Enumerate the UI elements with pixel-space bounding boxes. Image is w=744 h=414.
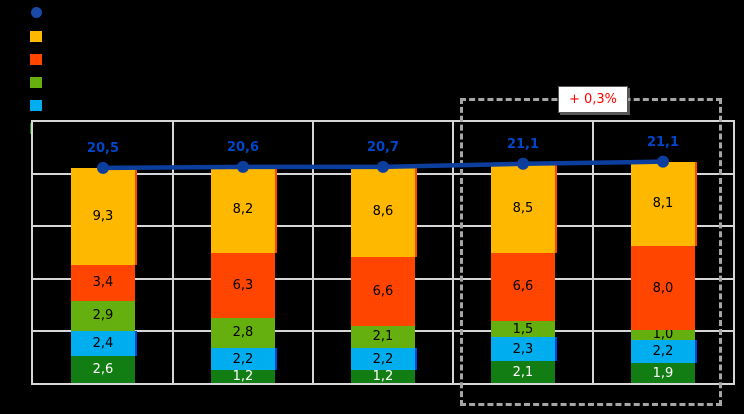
series-light-blue-legend-swatch-icon	[30, 100, 42, 111]
total-value-label-4: 21,1	[506, 136, 540, 152]
total-line-marker-2-icon	[237, 160, 249, 173]
total-line-legend-marker-icon	[31, 7, 42, 18]
series-orange-red-legend-swatch-icon	[30, 54, 42, 65]
bar-4-segment-dark-green: 2,1	[491, 361, 555, 383]
total-value-label-3: 20,7	[366, 139, 400, 155]
bar-3-segment-yellow: 8,6	[351, 166, 417, 257]
total-value-label-2: 20,6	[226, 139, 260, 155]
series-green-legend-swatch-icon	[30, 77, 42, 88]
bar-2-segment-orange-red: 6,3	[211, 252, 275, 319]
gridline-vertical-1	[172, 122, 174, 383]
bar-4-segment-light-blue: 2,3	[491, 337, 557, 362]
bar-1-segment-green: 2,9	[71, 300, 135, 331]
bar-4-segment-green: 1,5	[491, 321, 555, 338]
bar-2-segment-green: 2,8	[211, 318, 275, 348]
total-line-marker-3-icon	[377, 160, 389, 173]
bar-4-segment-orange-red: 6,6	[491, 252, 555, 322]
total-line-marker-4-icon	[517, 157, 529, 170]
delta-annotation-text: + 0,3%	[568, 92, 618, 107]
gridline-vertical-3	[452, 122, 454, 383]
bar-1-segment-dark-green: 2,6	[71, 355, 135, 383]
total-line-chart	[97, 155, 669, 174]
legend-item-series-orange-red	[30, 54, 42, 71]
total-value-label-1: 20,5	[86, 140, 120, 156]
bar-4-segment-yellow: 8,5	[491, 163, 557, 253]
bar-1-segment-light-blue: 2,4	[71, 330, 137, 356]
bar-3-segment-dark-green: 1,2	[351, 370, 415, 383]
bar-2-segment-dark-green: 1,2	[211, 370, 275, 383]
bar-5-segment-light-blue: 2,2	[631, 340, 697, 364]
legend-item-series-green	[30, 77, 42, 94]
legend-item-series-yellow	[30, 31, 42, 48]
bar-5-segment-yellow: 8,1	[631, 161, 697, 247]
bar-5-segment-dark-green: 1,9	[631, 363, 695, 383]
bar-1-segment-yellow: 9,3	[71, 167, 137, 266]
bar-5-segment-green: 1,0	[631, 328, 695, 342]
plot-area: 2,6 2,4 2,9 3,4 9,3 1,2 2,2 2,8 6,3 8,2 1,2 2,2 2,1 6…	[31, 120, 735, 385]
bar-5-segment-orange-red: 8,0	[631, 246, 695, 330]
bar-3-segment-light-blue: 2,2	[351, 347, 417, 371]
total-line-marker-1-icon	[97, 161, 109, 174]
bar-2-segment-light-blue: 2,2	[211, 347, 277, 371]
bar-3-segment-green: 2,1	[351, 325, 415, 348]
legend-item-series-light-blue	[30, 100, 42, 117]
total-line-marker-5-icon	[657, 155, 669, 168]
legend-item-total-line	[30, 7, 42, 25]
gridline-vertical-2	[312, 122, 314, 383]
bar-1-segment-orange-red: 3,4	[71, 265, 135, 301]
bar-3-segment-orange-red: 6,6	[351, 256, 415, 326]
bar-2-segment-yellow: 8,2	[211, 166, 277, 253]
delta-annotation: + 0,3%	[558, 86, 628, 113]
gridline-vertical-4	[592, 122, 594, 383]
total-value-label-5: 21,1	[646, 134, 680, 150]
series-yellow-legend-swatch-icon	[30, 31, 42, 42]
